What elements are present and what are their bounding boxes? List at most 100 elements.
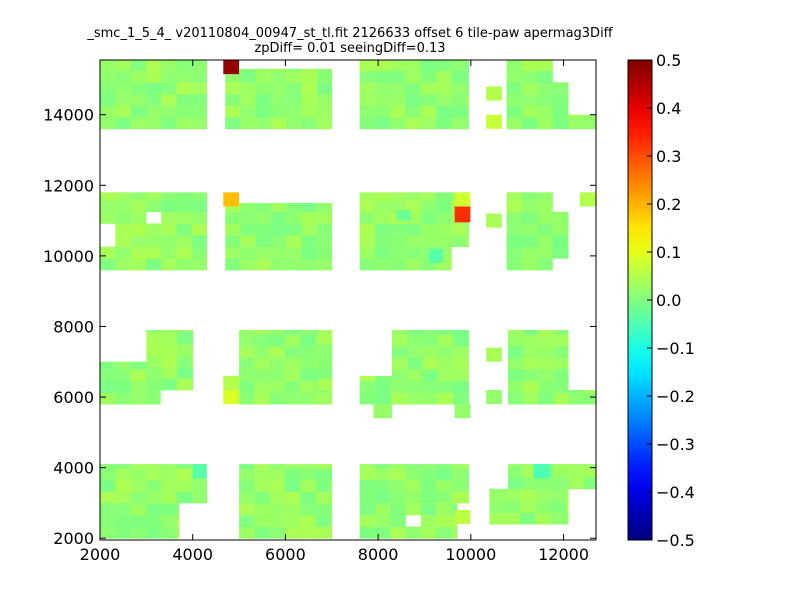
heatmap-cell <box>100 258 116 271</box>
heatmap-cell <box>567 223 569 236</box>
heatmap-cell <box>255 246 272 259</box>
heatmap-cell <box>390 375 393 382</box>
heatmap-cell <box>507 357 524 370</box>
heatmap-cell <box>507 465 524 478</box>
heatmap-cell <box>535 512 551 525</box>
heatmap-cell <box>489 488 506 490</box>
heatmap-cell <box>161 514 177 527</box>
heatmap-cell <box>521 258 538 271</box>
heatmap-cell <box>390 491 406 504</box>
heatmap-cell <box>506 93 523 106</box>
heatmap-cell <box>176 330 193 333</box>
heatmap-cell <box>420 105 437 118</box>
heatmap-cell <box>390 526 406 539</box>
heatmap-cell <box>504 512 521 525</box>
heatmap-cell <box>506 82 523 95</box>
heatmap-cell <box>301 211 318 224</box>
heatmap-cell <box>489 489 506 502</box>
heatmap-cell <box>466 60 469 71</box>
heatmap-cell <box>405 258 422 271</box>
heatmap-cell <box>537 70 553 83</box>
heatmap-cell <box>553 357 569 370</box>
heatmap-cell <box>176 514 180 527</box>
heatmap-cell <box>301 235 318 248</box>
heatmap-cell <box>390 503 406 516</box>
heatmap-cell <box>374 235 391 248</box>
heatmap-cell <box>316 70 333 83</box>
heatmap-cell <box>254 491 271 504</box>
heatmap-cell <box>176 355 193 368</box>
heatmap-cell <box>115 514 131 527</box>
heatmap-cell <box>239 380 255 393</box>
heatmap-cell <box>422 334 439 347</box>
heatmap-cell <box>300 357 316 370</box>
heatmap-cell <box>407 369 424 382</box>
heatmap-cell <box>316 68 333 71</box>
heatmap-cell <box>317 331 333 344</box>
heatmap-cells <box>100 60 596 539</box>
heatmap-cell <box>422 357 439 370</box>
heatmap-cell <box>584 465 596 478</box>
heatmap-cell <box>176 331 193 344</box>
heatmap-cell <box>146 330 163 333</box>
heatmap-cell <box>176 491 193 504</box>
heatmap-cell <box>451 479 468 492</box>
heatmap-cell <box>176 192 193 201</box>
heatmap-cell <box>567 246 569 259</box>
heatmap-cell <box>537 258 553 271</box>
heatmap-cell <box>506 192 523 201</box>
heatmap-cell <box>300 392 316 405</box>
heatmap-cell <box>359 70 376 83</box>
heatmap-cell <box>161 200 177 213</box>
heatmap-cell <box>584 464 596 466</box>
heatmap-cell <box>130 361 147 370</box>
heatmap-cell <box>284 468 301 481</box>
heatmap-cell <box>507 477 524 490</box>
heatmap-cell <box>115 479 131 492</box>
heatmap-cell <box>405 491 422 504</box>
heatmap-cell <box>115 361 131 370</box>
heatmap-cell <box>100 464 116 469</box>
heatmap-cell <box>161 526 177 539</box>
heatmap-cell <box>145 380 147 393</box>
heatmap-cell <box>239 345 255 358</box>
heatmap-cell <box>535 500 551 513</box>
heatmap-cell <box>420 503 437 516</box>
heatmap-cell <box>359 464 376 469</box>
heatmap-cell <box>225 223 241 236</box>
x-tick-label: 6000 <box>265 545 306 564</box>
heatmap-cell <box>405 60 422 71</box>
heatmap-cell <box>145 361 147 370</box>
heatmap-cell <box>284 503 301 516</box>
heatmap-cell <box>550 512 567 525</box>
heatmap-cell <box>239 491 255 504</box>
heatmap-cell <box>567 117 569 130</box>
heatmap-cell <box>316 105 333 118</box>
heatmap-cell <box>130 60 147 71</box>
heatmap-cell <box>436 211 452 224</box>
heatmap-cell <box>130 93 147 106</box>
heatmap-cell <box>507 330 524 335</box>
heatmap-cell <box>161 235 177 248</box>
heatmap-cell <box>374 479 391 492</box>
heatmap-cell <box>115 200 131 213</box>
heatmap-cell <box>255 117 272 130</box>
colorbar-tick-label: 0.4 <box>656 99 681 118</box>
heatmap-cell <box>519 489 536 502</box>
heatmap-cell <box>115 82 131 95</box>
heatmap-cell <box>436 479 452 492</box>
heatmap-cell <box>451 93 468 106</box>
heatmap-cell <box>269 503 286 516</box>
heatmap-cell <box>506 105 523 118</box>
heatmap-cell <box>359 503 376 516</box>
heatmap-cell <box>583 392 596 405</box>
heatmap-cell <box>451 223 468 236</box>
heatmap-cell <box>374 491 391 504</box>
heatmap-cell <box>240 93 257 106</box>
heatmap-cell <box>115 502 131 504</box>
heatmap-cell <box>271 82 287 95</box>
heatmap-cell <box>569 464 585 466</box>
heatmap-cell <box>271 70 287 83</box>
heatmap-cell <box>405 503 422 516</box>
heatmap-cell <box>254 369 271 382</box>
